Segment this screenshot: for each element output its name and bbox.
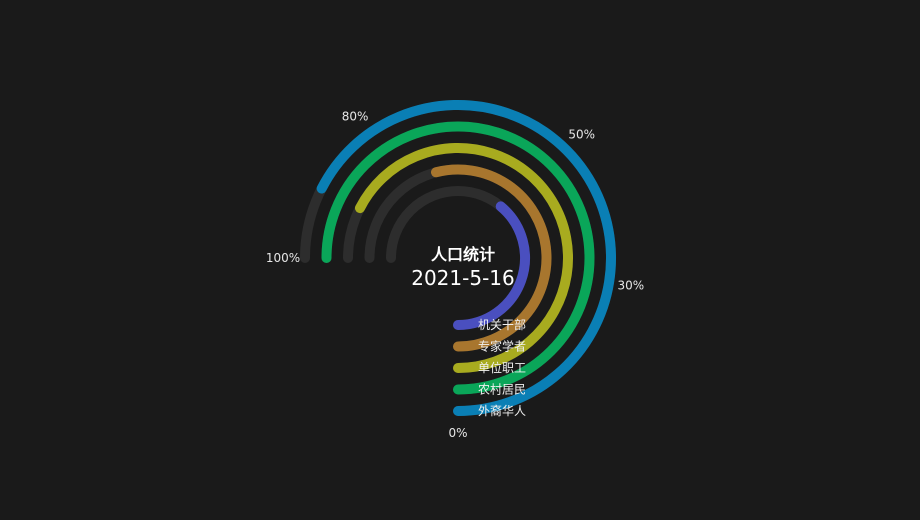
bar-0[interactable] xyxy=(453,201,530,330)
tick-label: 50% xyxy=(568,127,595,141)
legend-item: 单位职工 xyxy=(478,360,526,375)
bar-4[interactable] xyxy=(316,100,616,416)
chart-title: 人口统计 xyxy=(431,245,495,264)
tick-label: 0% xyxy=(448,426,467,440)
legend-item: 专家学者 xyxy=(478,339,526,354)
bar-3[interactable] xyxy=(321,121,595,395)
bar-group xyxy=(316,100,616,416)
tick-label-group: 0% 30% 50% 80% 100% xyxy=(266,109,644,440)
tick-label: 80% xyxy=(342,109,369,123)
tick-label: 30% xyxy=(617,278,644,292)
chart-subtitle: 2021-5-16 xyxy=(411,266,515,290)
tick-label: 100% xyxy=(266,251,300,265)
legend-item: 机关干部 xyxy=(478,317,526,332)
bar-2[interactable] xyxy=(354,143,573,373)
bar-1[interactable] xyxy=(430,164,552,352)
legend-item: 农村居民 xyxy=(478,383,526,397)
legend-item: 外裔华人 xyxy=(478,403,526,418)
